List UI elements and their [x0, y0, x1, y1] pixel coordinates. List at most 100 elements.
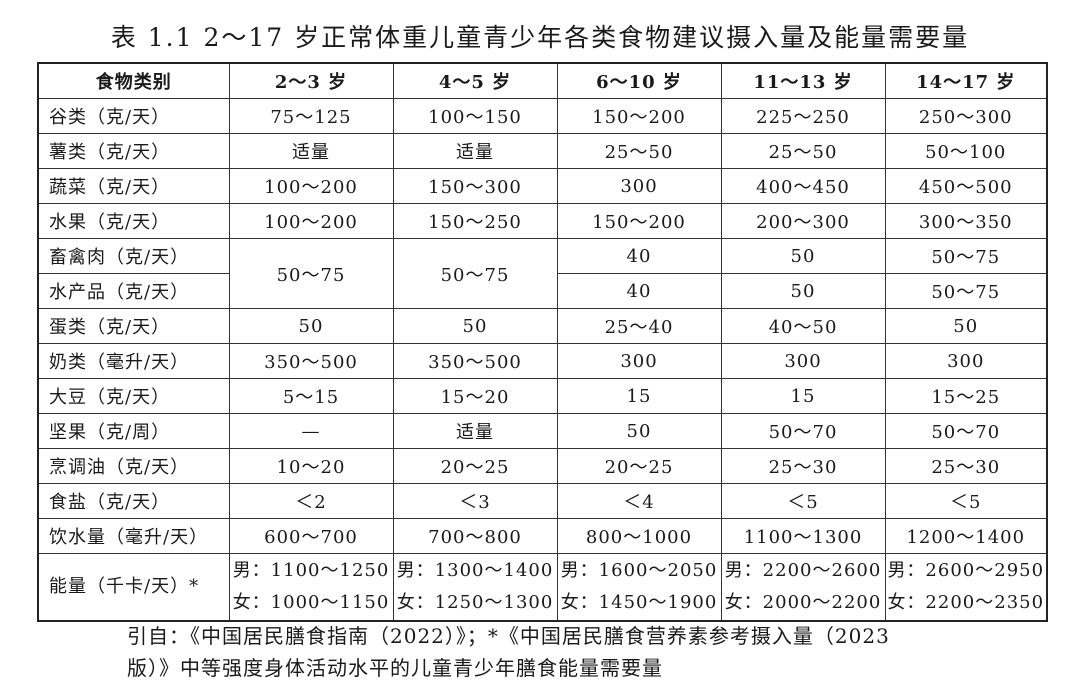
energy-cell: 男：2200～2600 女：2000～2200 — [720, 553, 886, 622]
column-header: 11～13 岁 — [720, 62, 886, 99]
table-cell: 225～250 — [720, 98, 886, 134]
energy-male: 男：2600～2950 — [887, 560, 1045, 581]
column-header: 14～17 岁 — [884, 62, 1048, 99]
row-category: 蔬菜（克/天） — [37, 168, 230, 204]
energy-female: 女：2200～2350 — [887, 592, 1045, 613]
table-cell: 75～125 — [228, 98, 394, 134]
table-cell: 50 — [556, 413, 722, 449]
row-category: 奶类（毫升/天） — [37, 343, 230, 379]
table-cell: 50～75 — [884, 238, 1048, 274]
table-cell: 15～25 — [884, 378, 1048, 414]
energy-cell: 男：1100～1250 女：1000～1150 — [228, 553, 394, 622]
table-cell: 150～300 — [392, 168, 558, 204]
table-cell: 200～300 — [720, 203, 886, 239]
food-intake-table: 食物类别 2～3 岁 4～5 岁 6～10 岁 11～13 岁 14～17 岁 谷类（克/… — [37, 62, 1048, 622]
table-cell: ＜3 — [392, 483, 558, 519]
row-category: 烹调油（克/天） — [37, 448, 230, 484]
table-cell: 50 — [884, 308, 1048, 344]
table-cell: 300 — [884, 343, 1048, 379]
table-cell: 50～75 — [228, 238, 394, 309]
table-cell: 350～500 — [392, 343, 558, 379]
table-cell: ＜4 — [556, 483, 722, 519]
table-cell: 350～500 — [228, 343, 394, 379]
table-cell: 50 — [720, 273, 886, 309]
table-cell: 50～75 — [884, 273, 1048, 309]
table-cell: 100～150 — [392, 98, 558, 134]
table-cell: 150～200 — [556, 98, 722, 134]
table-cell: 40～50 — [720, 308, 886, 344]
table-cell: 600～700 — [228, 518, 394, 554]
row-category: 食盐（克/天） — [37, 483, 230, 519]
table-row: 谷类（克/天） 75～125 100～150 150～200 225～250 250～30… — [37, 98, 1048, 134]
table-row: 薯类（克/天） 适量 适量 25～50 25～50 50～100 — [37, 133, 1048, 169]
table-cell: 1100～1300 — [720, 518, 886, 554]
row-category: 能量（千卡/天）* — [37, 553, 230, 622]
table-cell: 300～350 — [884, 203, 1048, 239]
footnote-line-1: 引自：《中国居民膳食指南（2022）》；*《中国居民膳食营养素参考摄入量（202… — [127, 624, 890, 648]
table-cell: 50 — [392, 308, 558, 344]
table-cell: 25～30 — [884, 448, 1048, 484]
energy-row: 能量（千卡/天）* 男：1100～1250 女：1000～1150 男：1300～14… — [37, 553, 1048, 622]
row-category: 谷类（克/天） — [37, 98, 230, 134]
column-header: 2～3 岁 — [228, 62, 394, 99]
table-cell: 50～100 — [884, 133, 1048, 169]
table-cell: 250～300 — [884, 98, 1048, 134]
table-cell: ＜2 — [228, 483, 394, 519]
table-cell: 700～800 — [392, 518, 558, 554]
table-row: 食盐（克/天） ＜2 ＜3 ＜4 ＜5 ＜5 — [37, 483, 1048, 519]
energy-cell: 男：2600～2950 女：2200～2350 — [884, 553, 1048, 622]
table-row: 蔬菜（克/天） 100～200 150～300 300 400～450 450～500 — [37, 168, 1048, 204]
energy-male: 男：1600～2050 — [560, 560, 718, 581]
table-cell: 适量 — [392, 413, 558, 449]
table-cell: ＜5 — [720, 483, 886, 519]
table-row: 饮水量（毫升/天） 600～700 700～800 800～1000 1100～1300… — [37, 518, 1048, 554]
table-cell: 1200～1400 — [884, 518, 1048, 554]
footnote-line-2: 版）》中等强度身体活动水平的儿童青少年膳食能量需要量 — [127, 656, 663, 680]
table-cell: 100～200 — [228, 168, 394, 204]
table-row: 畜禽肉（克/天） 50～75 50～75 40 50 50～75 — [37, 238, 1048, 309]
row-category: 蛋类（克/天） — [37, 308, 230, 344]
table-row: 大豆（克/天） 5～15 15～20 15 15 15～25 — [37, 378, 1048, 414]
table-cell: 40 — [556, 238, 722, 274]
row-category: 饮水量（毫升/天） — [37, 518, 230, 554]
energy-male: 男：1100～1250 — [232, 560, 390, 581]
energy-cell: 男：1300～1400 女：1250～1300 — [392, 553, 558, 622]
table-cell: 40 — [556, 273, 722, 309]
table-cell: 20～25 — [392, 448, 558, 484]
energy-female: 女：1250～1300 — [396, 592, 554, 613]
table-cell: 150～200 — [556, 203, 722, 239]
table-cell: 10～20 — [228, 448, 394, 484]
table-cell: 20～25 — [556, 448, 722, 484]
table-cell: 50～75 — [392, 238, 558, 309]
row-category: 畜禽肉（克/天） — [37, 238, 230, 274]
table-cell: 适量 — [228, 133, 394, 169]
energy-cell: 男：1600～2050 女：1450～1900 — [556, 553, 722, 622]
energy-female: 女：1450～1900 — [560, 592, 718, 613]
header-row: 食物类别 2～3 岁 4～5 岁 6～10 岁 11～13 岁 14～17 岁 — [37, 62, 1048, 99]
table-cell: 25～50 — [720, 133, 886, 169]
table-cell: 15～20 — [392, 378, 558, 414]
table-cell: 100～200 — [228, 203, 394, 239]
table-cell: 25～40 — [556, 308, 722, 344]
table-row: 水果（克/天） 100～200 150～250 150～200 200～300 300～3… — [37, 203, 1048, 239]
table-cell: 450～500 — [884, 168, 1048, 204]
table-title: 表 1.1 2～17 岁正常体重儿童青少年各类食物建议摄入量及能量需要量 — [110, 23, 970, 52]
table-row: 蛋类（克/天） 50 50 25～40 40～50 50 — [37, 308, 1048, 344]
table-cell: 800～1000 — [556, 518, 722, 554]
table-cell: 50 — [228, 308, 394, 344]
table-cell: ＜5 — [884, 483, 1048, 519]
table-row: 坚果（克/周） — 适量 50 50～70 50～70 — [37, 413, 1048, 449]
table-cell: 50 — [720, 238, 886, 274]
table-cell: 15 — [556, 378, 722, 414]
table-cell: 50～70 — [720, 413, 886, 449]
table-row: 水产品（克/天） 40 50 50～75 — [37, 273, 1048, 309]
table-row: 烹调油（克/天） 10～20 20～25 20～25 25～30 25～30 — [37, 448, 1048, 484]
column-header: 食物类别 — [37, 62, 230, 99]
row-category: 大豆（克/天） — [37, 378, 230, 414]
energy-male: 男：2200～2600 — [724, 560, 882, 581]
table-cell: 300 — [720, 343, 886, 379]
column-header: 6～10 岁 — [556, 62, 722, 99]
table-cell: 300 — [556, 168, 722, 204]
table-cell: 25～30 — [720, 448, 886, 484]
energy-male: 男：1300～1400 — [396, 560, 554, 581]
